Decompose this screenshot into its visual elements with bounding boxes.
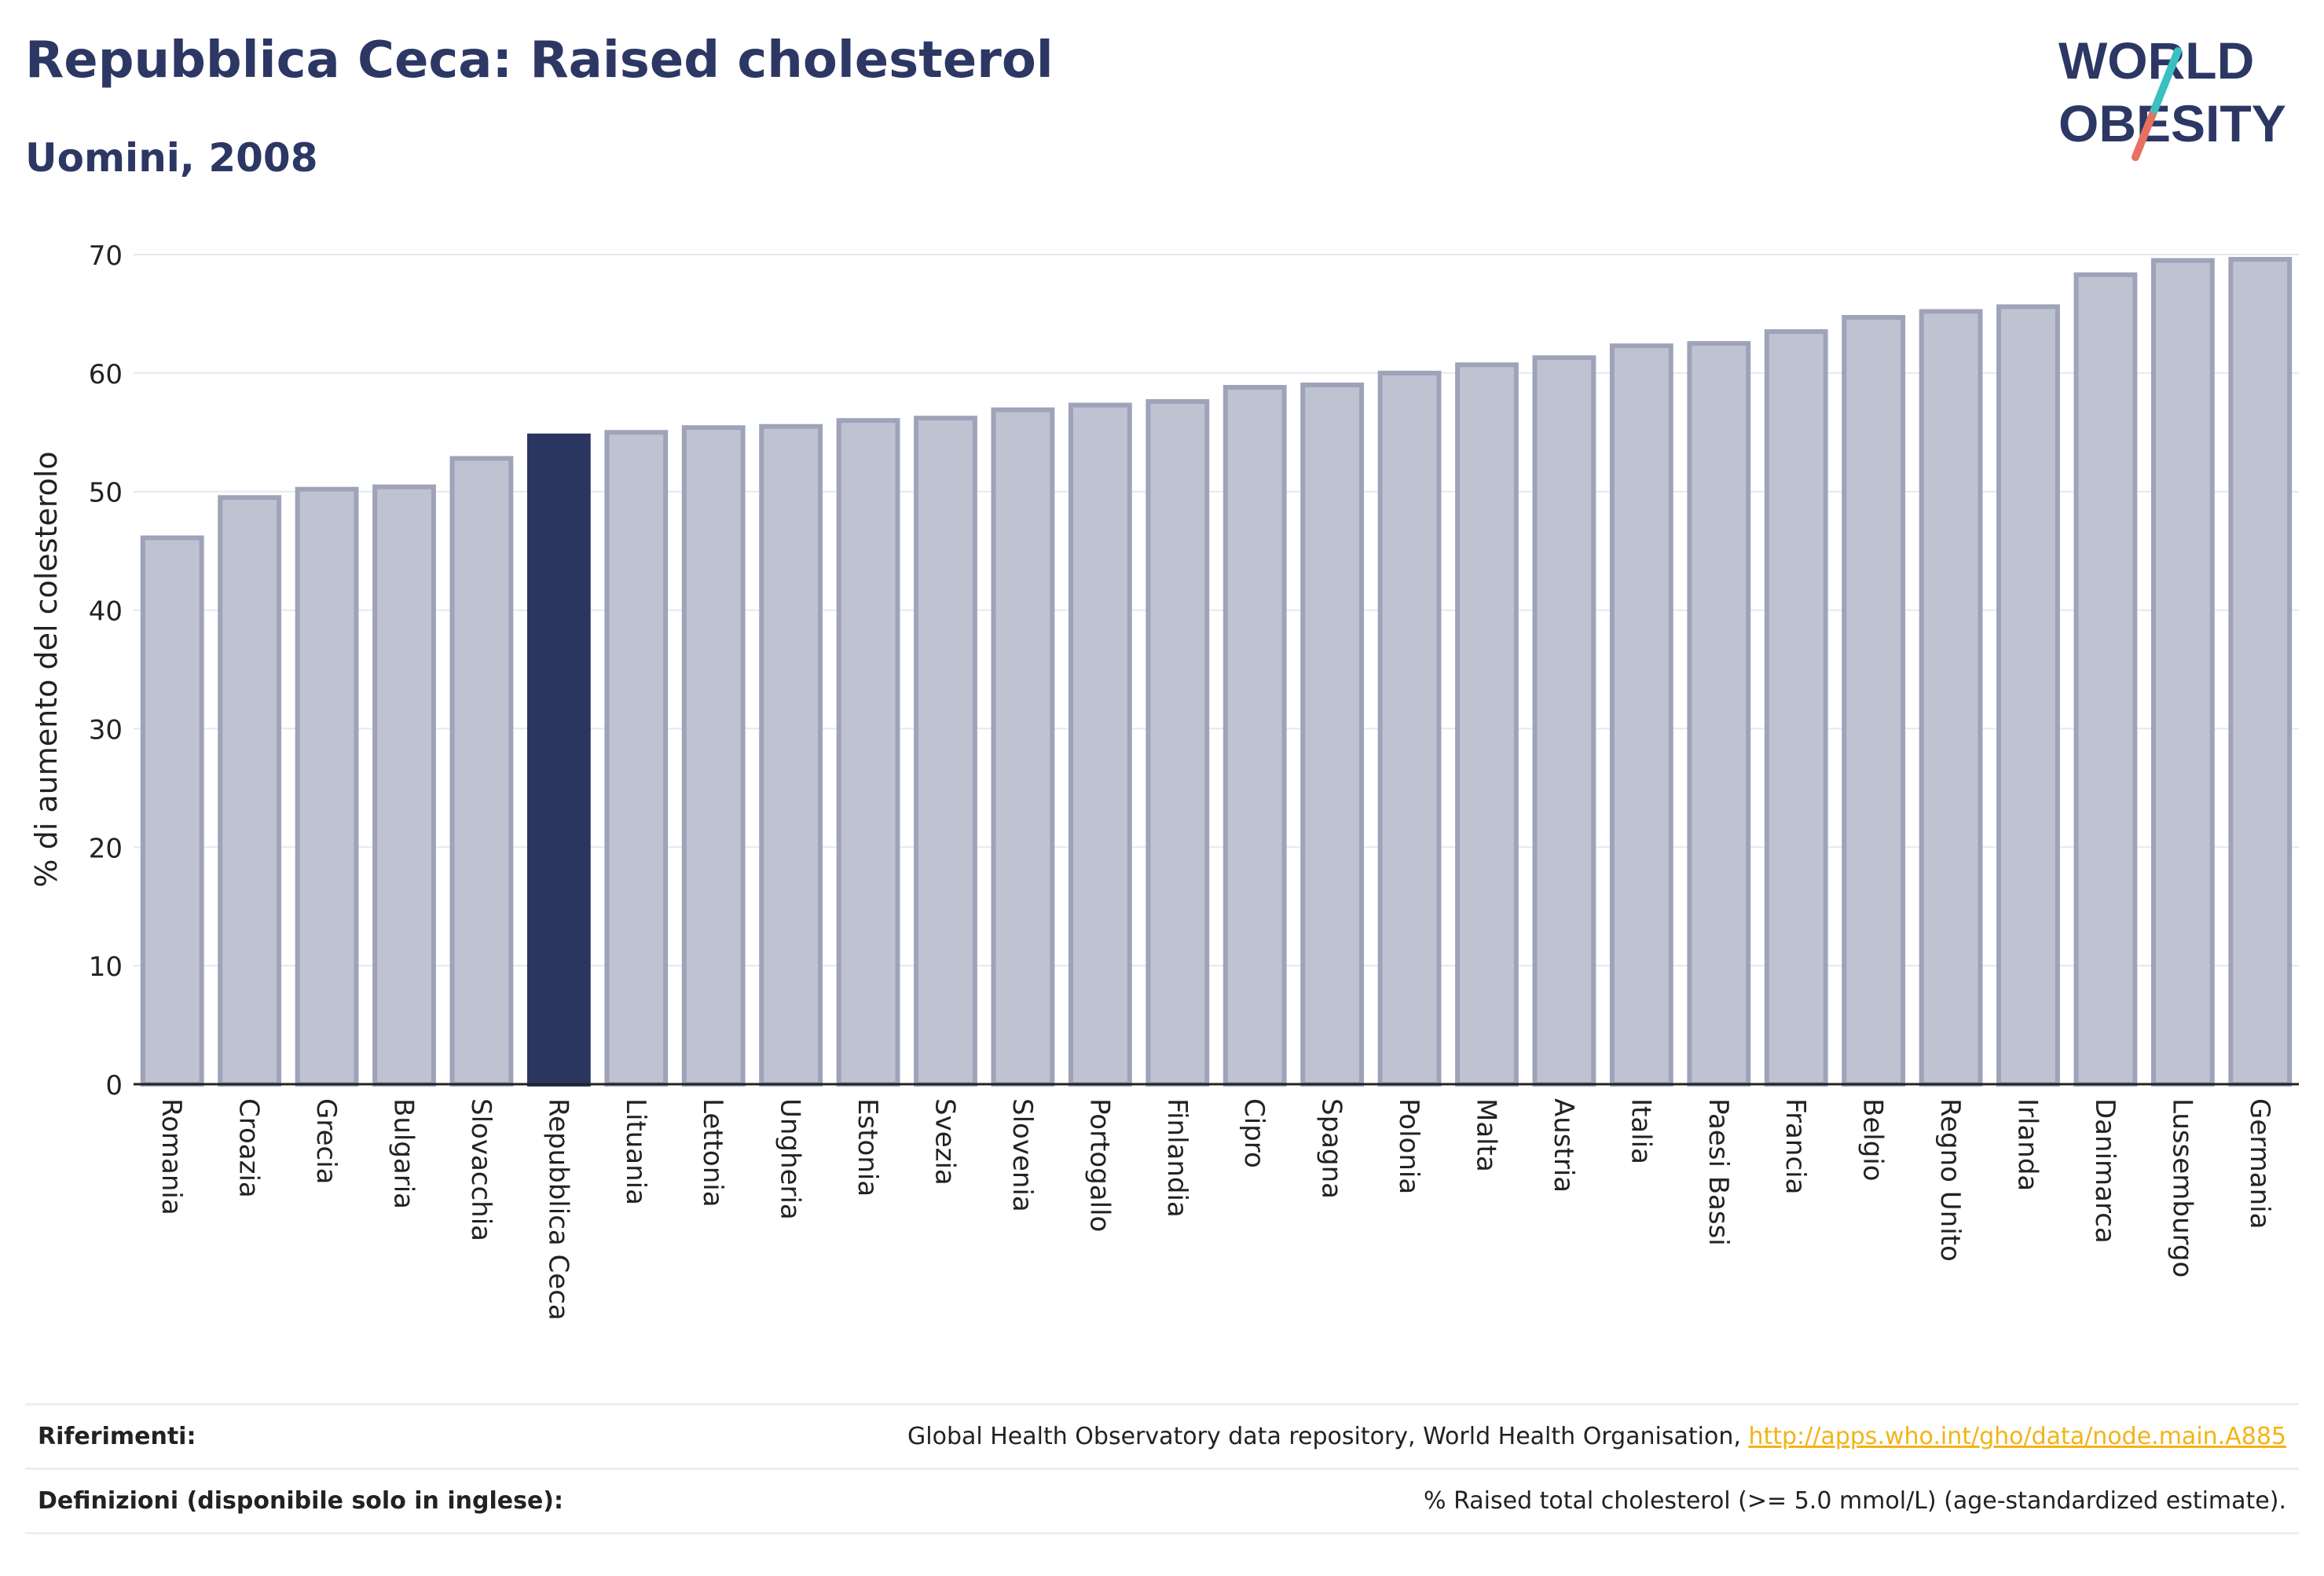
x-tick-label: Bulgaria [388, 1098, 420, 1209]
bar-ungheria[interactable] [759, 423, 823, 1087]
bar-lituania[interactable] [604, 430, 669, 1087]
x-tick-label: Germania [2244, 1098, 2275, 1229]
x-tick-label: Cipro [1238, 1098, 1270, 1168]
references-text: Global Health Observatory data repositor… [907, 1423, 1749, 1450]
y-tick-label: 60 [89, 359, 123, 390]
x-tick-label: Croazia [233, 1098, 265, 1198]
x-tick-label: Estonia [852, 1098, 883, 1197]
x-tick-label: Romania [156, 1098, 187, 1215]
x-tick-label: Finlandia [1161, 1098, 1193, 1218]
x-tick-label: Lussemburgo [2166, 1098, 2198, 1277]
bar-croazia[interactable] [218, 495, 282, 1087]
bar-romania[interactable] [140, 535, 204, 1087]
definitions-label: Definizioni (disponibile solo in inglese… [38, 1487, 563, 1515]
bar-repubblica-ceca[interactable] [526, 433, 591, 1087]
x-tick-label: Francia [1780, 1098, 1811, 1194]
logo-slash-coral [2132, 106, 2158, 161]
y-tick-label: 30 [89, 714, 123, 746]
bar-francia[interactable] [1764, 329, 1828, 1087]
x-tick-label: Regno Unito [1934, 1098, 1966, 1262]
x-tick-label: Lituania [620, 1098, 651, 1205]
bar-lussemburgo[interactable] [2150, 258, 2215, 1087]
x-tick-label: Spagna [1316, 1098, 1347, 1199]
bar-irlanda[interactable] [1996, 304, 2060, 1087]
bar-germania[interactable] [2228, 257, 2293, 1087]
x-tick-label: Paesi Bassi [1703, 1098, 1734, 1246]
x-tick-label: Repubblica Ceca [542, 1098, 574, 1321]
references-label: Riferimenti: [38, 1423, 196, 1450]
footer-references-row: Riferimenti: Global Health Observatory d… [25, 1403, 2299, 1470]
definitions-value: % Raised total cholesterol (>= 5.0 mmol/… [1424, 1487, 2286, 1515]
bar-slovenia[interactable] [991, 407, 1055, 1087]
y-tick-label: 0 [105, 1070, 123, 1101]
bar-polonia[interactable] [1377, 370, 1442, 1087]
bar-regno-unito[interactable] [1919, 309, 1983, 1087]
bar-paesi-bassi[interactable] [1687, 341, 1751, 1087]
chart-title: Repubblica Ceca: Raised cholesterol [25, 31, 1054, 90]
y-tick-label: 50 [89, 478, 123, 509]
x-tick-label: Grecia [310, 1098, 342, 1184]
bar-portogallo[interactable] [1068, 402, 1132, 1087]
y-axis-label: % di aumento del colesterolo [29, 451, 64, 887]
x-tick-label: Malta [1471, 1098, 1502, 1172]
world-obesity-logo: WORLD OBESITY [2058, 31, 2286, 161]
bar-slovacchia[interactable] [449, 456, 514, 1087]
x-tick-label: Ungheria [775, 1098, 806, 1220]
references-value: Global Health Observatory data repositor… [907, 1423, 2286, 1450]
x-tick-label: Irlanda [2012, 1098, 2044, 1191]
bar-danimarca[interactable] [2073, 272, 2138, 1087]
bar-austria[interactable] [1532, 355, 1596, 1087]
bar-cipro[interactable] [1222, 384, 1287, 1087]
x-tick-label: Lettonia [697, 1098, 728, 1208]
bar-chart: 0 10 20 30 40 50 60 70 Romania Croazia Grecia Bulg… [29, 240, 2299, 1321]
footer-definitions-row: Definizioni (disponibile solo in inglese… [25, 1468, 2299, 1534]
bar-grecia[interactable] [295, 486, 359, 1087]
bar-spagna[interactable] [1300, 382, 1365, 1087]
bar-bulgaria[interactable] [372, 484, 436, 1087]
chart-subtitle: Uomini, 2008 [25, 135, 318, 181]
bar-italia[interactable] [1609, 343, 1673, 1087]
bar-lettonia[interactable] [681, 425, 746, 1087]
footer-divider [25, 1532, 2299, 1534]
bar-svezia[interactable] [914, 416, 977, 1087]
x-tick-label: Danimarca [2089, 1098, 2121, 1244]
x-axis-labels: Romania Croazia Grecia Bulgaria Slovacchia Re… [156, 1098, 2275, 1321]
bar-belgio[interactable] [1842, 314, 1906, 1087]
x-tick-label: Portogallo [1083, 1098, 1115, 1232]
x-tick-label: Belgio [1857, 1098, 1889, 1182]
y-tick-label: 40 [89, 596, 123, 628]
logo-slash-teal [2150, 47, 2182, 114]
x-tick-label: Polonia [1393, 1098, 1424, 1194]
bar-malta[interactable] [1455, 362, 1519, 1087]
y-axis-ticks: 0 10 20 30 40 50 60 70 [89, 240, 123, 1101]
y-tick-label: 70 [89, 240, 123, 272]
x-tick-label: Slovacchia [465, 1098, 497, 1241]
bars [140, 257, 2293, 1087]
references-link[interactable]: http://apps.who.int/gho/data/node.main.A… [1748, 1423, 2286, 1450]
x-tick-label: Austria [1548, 1098, 1579, 1193]
bar-finlandia[interactable] [1146, 399, 1210, 1087]
x-tick-label: Italia [1625, 1098, 1656, 1164]
y-tick-label: 20 [89, 833, 123, 864]
logo-word-obesity: OBESITY [2058, 94, 2286, 152]
x-tick-label: Svezia [929, 1098, 961, 1186]
logo-word-world: WORLD [2058, 31, 2254, 90]
y-tick-label: 10 [89, 951, 123, 983]
bar-estonia[interactable] [836, 418, 900, 1087]
x-tick-label: Slovenia [1006, 1098, 1038, 1212]
